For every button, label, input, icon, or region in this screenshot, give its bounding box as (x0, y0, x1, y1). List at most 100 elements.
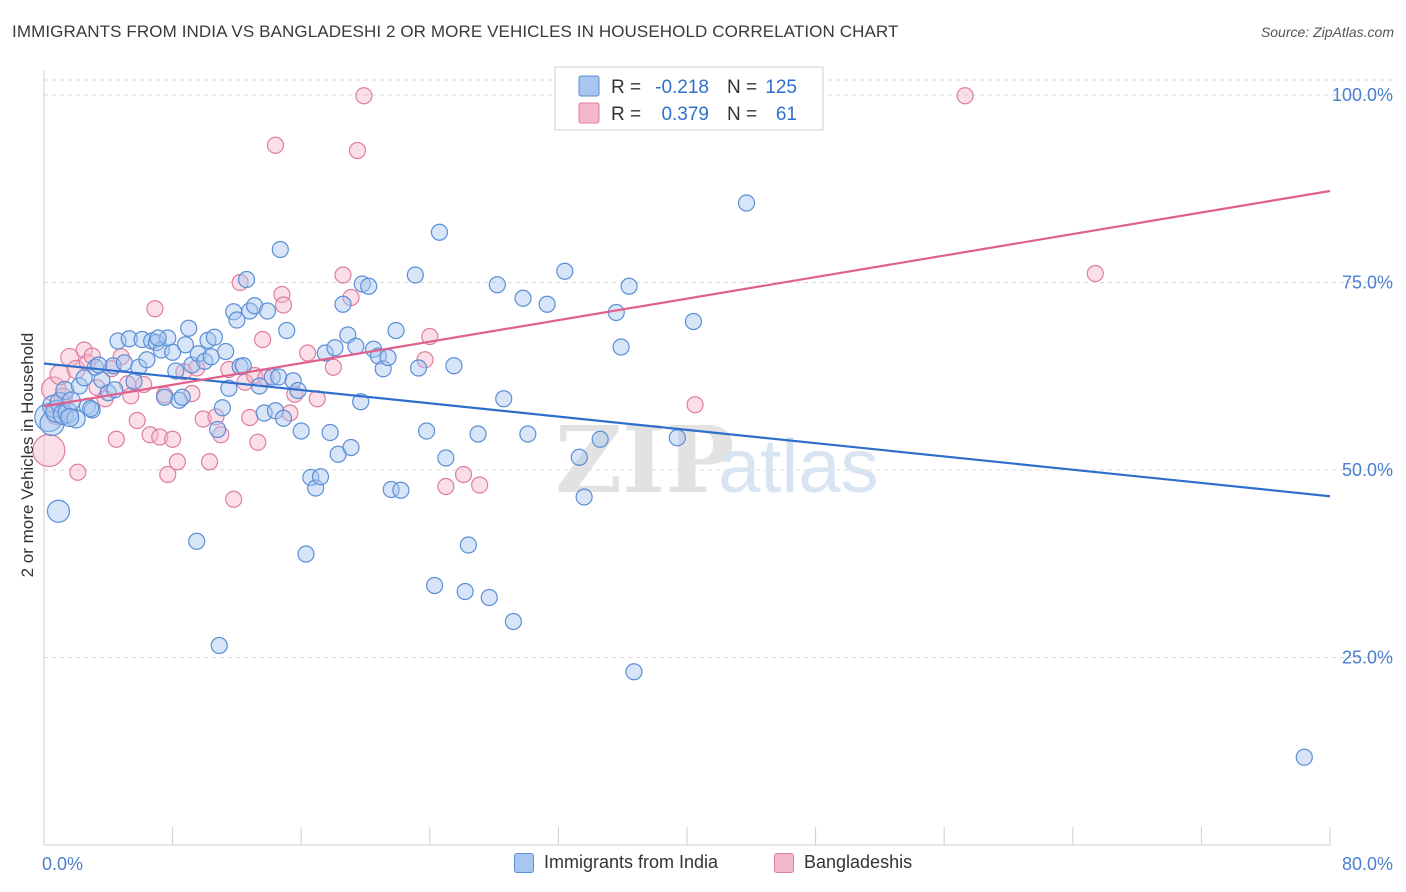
india-point-112 (737, 194, 756, 212)
bangla-point-38 (241, 408, 259, 427)
bangla-point-40 (249, 433, 267, 451)
bangla-point-61 (956, 87, 974, 105)
stats-r-label-bangla: R = (611, 104, 641, 125)
watermark-atlas: atlas (718, 424, 879, 509)
bangla-point-53 (348, 141, 367, 160)
india-point-104 (575, 488, 593, 506)
stats-legend-box (554, 66, 824, 131)
bangla-point-32 (207, 408, 225, 426)
india-point-24 (138, 351, 156, 369)
india-point-99 (514, 289, 532, 307)
india-point-35 (180, 319, 198, 337)
stats-swatch-india (578, 75, 600, 97)
india-point-9 (66, 409, 86, 429)
bangla-point-25 (164, 430, 182, 448)
bangla-point-26 (168, 453, 187, 471)
india-point-68 (316, 344, 334, 362)
stats-legend: R = -0.218 N = 125 R = 0.379 N = 61 (554, 66, 824, 131)
source-label: Source: ZipAtlas.com (1260, 24, 1394, 40)
series-india (34, 194, 1313, 766)
india-point-28 (155, 388, 174, 406)
india-point-107 (612, 338, 630, 356)
india-point-110 (668, 429, 686, 447)
india-point-19 (115, 354, 133, 372)
trend-line-bangladeshis (43, 189, 1331, 408)
india-point-50 (237, 270, 256, 289)
india-point-10 (70, 377, 88, 395)
stats-n-value-bangla: 61 (776, 104, 797, 125)
stats-swatch-bangla (578, 102, 600, 124)
india-point-80 (374, 360, 392, 378)
india-point-88 (426, 576, 444, 595)
bangla-point-7 (69, 463, 87, 481)
stats-r-label-india: R = (611, 77, 641, 98)
bangla-point-60 (686, 396, 704, 414)
stats-r-value-bangla: 0.379 (661, 104, 709, 125)
india-point-69 (321, 423, 339, 442)
stats-n-label-bangla: N = (727, 104, 757, 125)
bangla-point-30 (194, 410, 212, 428)
india-point-30 (164, 343, 182, 361)
stats-n-value-india: 125 (765, 77, 797, 98)
india-point-55 (258, 302, 277, 320)
bangla-point-59 (471, 476, 489, 494)
india-point-114 (46, 499, 71, 523)
bangla-point-62 (1086, 264, 1104, 283)
india-point-77 (360, 277, 378, 295)
india-point-76 (353, 275, 371, 293)
bangla-point-33 (212, 426, 230, 444)
india-point-63 (292, 422, 310, 440)
india-point-11 (75, 369, 93, 387)
india-point-6 (55, 380, 75, 401)
india-point-83 (387, 321, 405, 340)
bangla-point-22 (151, 428, 169, 446)
bangla-point-31 (200, 453, 219, 471)
india-point-31 (167, 362, 185, 380)
india-point-119 (60, 407, 80, 428)
india-point-32 (170, 391, 188, 409)
india-point-86 (409, 359, 428, 377)
bangla-point-57 (437, 477, 455, 496)
india-point-21 (125, 372, 143, 391)
bangla-point-10 (83, 347, 101, 365)
legend-item-bangladeshis[interactable]: Bangladeshis (774, 852, 912, 873)
stats-n-label-india: N = (727, 77, 757, 98)
india-point-111 (684, 312, 703, 331)
india-point-81 (379, 348, 397, 367)
bangla-point-45 (274, 296, 293, 314)
india-point-85 (406, 266, 424, 284)
chart-title: IMMIGRANTS FROM INDIA VS BANGLADESHI 2 O… (12, 22, 899, 41)
india-point-41 (205, 328, 223, 346)
watermark-zip: ZIP (555, 406, 734, 514)
india-point-84 (392, 481, 410, 499)
series-legend: Immigrants from India Bangladeshis (0, 852, 1406, 878)
india-point-58 (270, 368, 288, 386)
india-point-120 (271, 240, 289, 259)
bangla-point-21 (146, 300, 164, 318)
india-point-93 (459, 536, 477, 554)
watermark: ZIP atlas (555, 406, 879, 514)
bangla-point-51 (334, 266, 352, 284)
india-point-100 (519, 425, 537, 443)
legend-swatch-india (514, 852, 534, 873)
bangla-point-35 (225, 490, 243, 508)
bangla-point-0 (32, 433, 66, 468)
india-point-74 (342, 438, 360, 457)
india-point-33 (173, 388, 191, 406)
india-point-52 (245, 297, 264, 315)
trend-layer (43, 189, 1331, 498)
y-tick-label-0: 25.0% (1342, 648, 1393, 668)
bangla-point-41 (254, 330, 272, 349)
bangla-point-54 (355, 87, 373, 105)
legend-item-india[interactable]: Immigrants from India (514, 852, 718, 873)
bangla-point-50 (324, 358, 342, 376)
bangla-point-43 (266, 136, 285, 154)
india-point-44 (217, 342, 235, 361)
india-point-72 (334, 295, 352, 313)
stats-r-value-india: -0.218 (655, 77, 709, 98)
india-point-89 (430, 223, 449, 241)
india-point-102 (556, 262, 574, 280)
india-point-40 (202, 348, 220, 366)
india-point-45 (220, 379, 238, 397)
